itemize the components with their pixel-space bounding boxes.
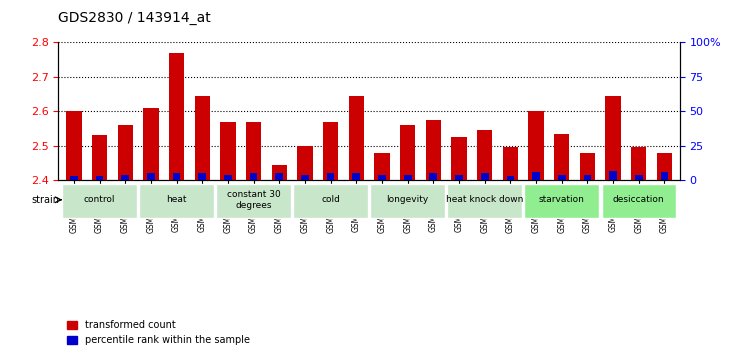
Bar: [430, 173, 437, 180]
Bar: [67, 111, 82, 180]
Bar: [404, 175, 412, 180]
Text: strain: strain: [31, 195, 60, 205]
Bar: [554, 134, 569, 180]
Bar: [374, 153, 390, 180]
Text: longevity: longevity: [387, 195, 429, 204]
Bar: [301, 175, 308, 180]
Bar: [378, 175, 386, 180]
FancyBboxPatch shape: [62, 184, 137, 217]
Bar: [194, 96, 210, 180]
Text: GDS2830 / 143914_at: GDS2830 / 143914_at: [58, 11, 211, 25]
Text: constant 30
degrees: constant 30 degrees: [227, 190, 281, 210]
Bar: [529, 111, 544, 180]
Bar: [425, 120, 441, 180]
Bar: [609, 171, 617, 180]
Bar: [451, 137, 466, 180]
Bar: [455, 175, 463, 180]
Bar: [583, 175, 591, 180]
FancyBboxPatch shape: [371, 184, 445, 217]
Bar: [298, 146, 313, 180]
Bar: [96, 176, 103, 180]
Bar: [173, 173, 181, 180]
Bar: [70, 176, 77, 180]
Bar: [143, 108, 159, 180]
Bar: [558, 175, 566, 180]
Text: heat: heat: [167, 195, 187, 204]
Bar: [272, 165, 287, 180]
Bar: [147, 173, 155, 180]
Text: heat knock down: heat knock down: [446, 195, 523, 204]
Legend: transformed count, percentile rank within the sample: transformed count, percentile rank withi…: [64, 316, 254, 349]
Bar: [580, 153, 595, 180]
Text: desiccation: desiccation: [613, 195, 664, 204]
Bar: [352, 173, 360, 180]
Bar: [220, 122, 235, 180]
Bar: [661, 172, 668, 180]
Bar: [481, 173, 488, 180]
Bar: [224, 175, 232, 180]
FancyBboxPatch shape: [140, 184, 213, 217]
Bar: [118, 125, 133, 180]
Bar: [198, 173, 206, 180]
Bar: [532, 172, 540, 180]
Bar: [121, 175, 129, 180]
Bar: [635, 175, 643, 180]
Bar: [503, 148, 518, 180]
Bar: [400, 125, 415, 180]
Text: cold: cold: [321, 195, 340, 204]
FancyBboxPatch shape: [293, 184, 368, 217]
Bar: [477, 130, 493, 180]
Bar: [656, 153, 672, 180]
FancyBboxPatch shape: [524, 184, 599, 217]
Bar: [276, 173, 283, 180]
FancyBboxPatch shape: [447, 184, 522, 217]
Text: control: control: [84, 195, 115, 204]
Bar: [507, 176, 514, 180]
Bar: [92, 136, 107, 180]
Bar: [605, 96, 621, 180]
Text: starvation: starvation: [539, 195, 585, 204]
Bar: [631, 148, 646, 180]
Bar: [349, 96, 364, 180]
Bar: [323, 122, 338, 180]
Bar: [250, 173, 257, 180]
FancyBboxPatch shape: [602, 184, 676, 217]
Bar: [169, 53, 184, 180]
FancyBboxPatch shape: [216, 184, 291, 217]
Bar: [246, 122, 261, 180]
Bar: [327, 173, 335, 180]
